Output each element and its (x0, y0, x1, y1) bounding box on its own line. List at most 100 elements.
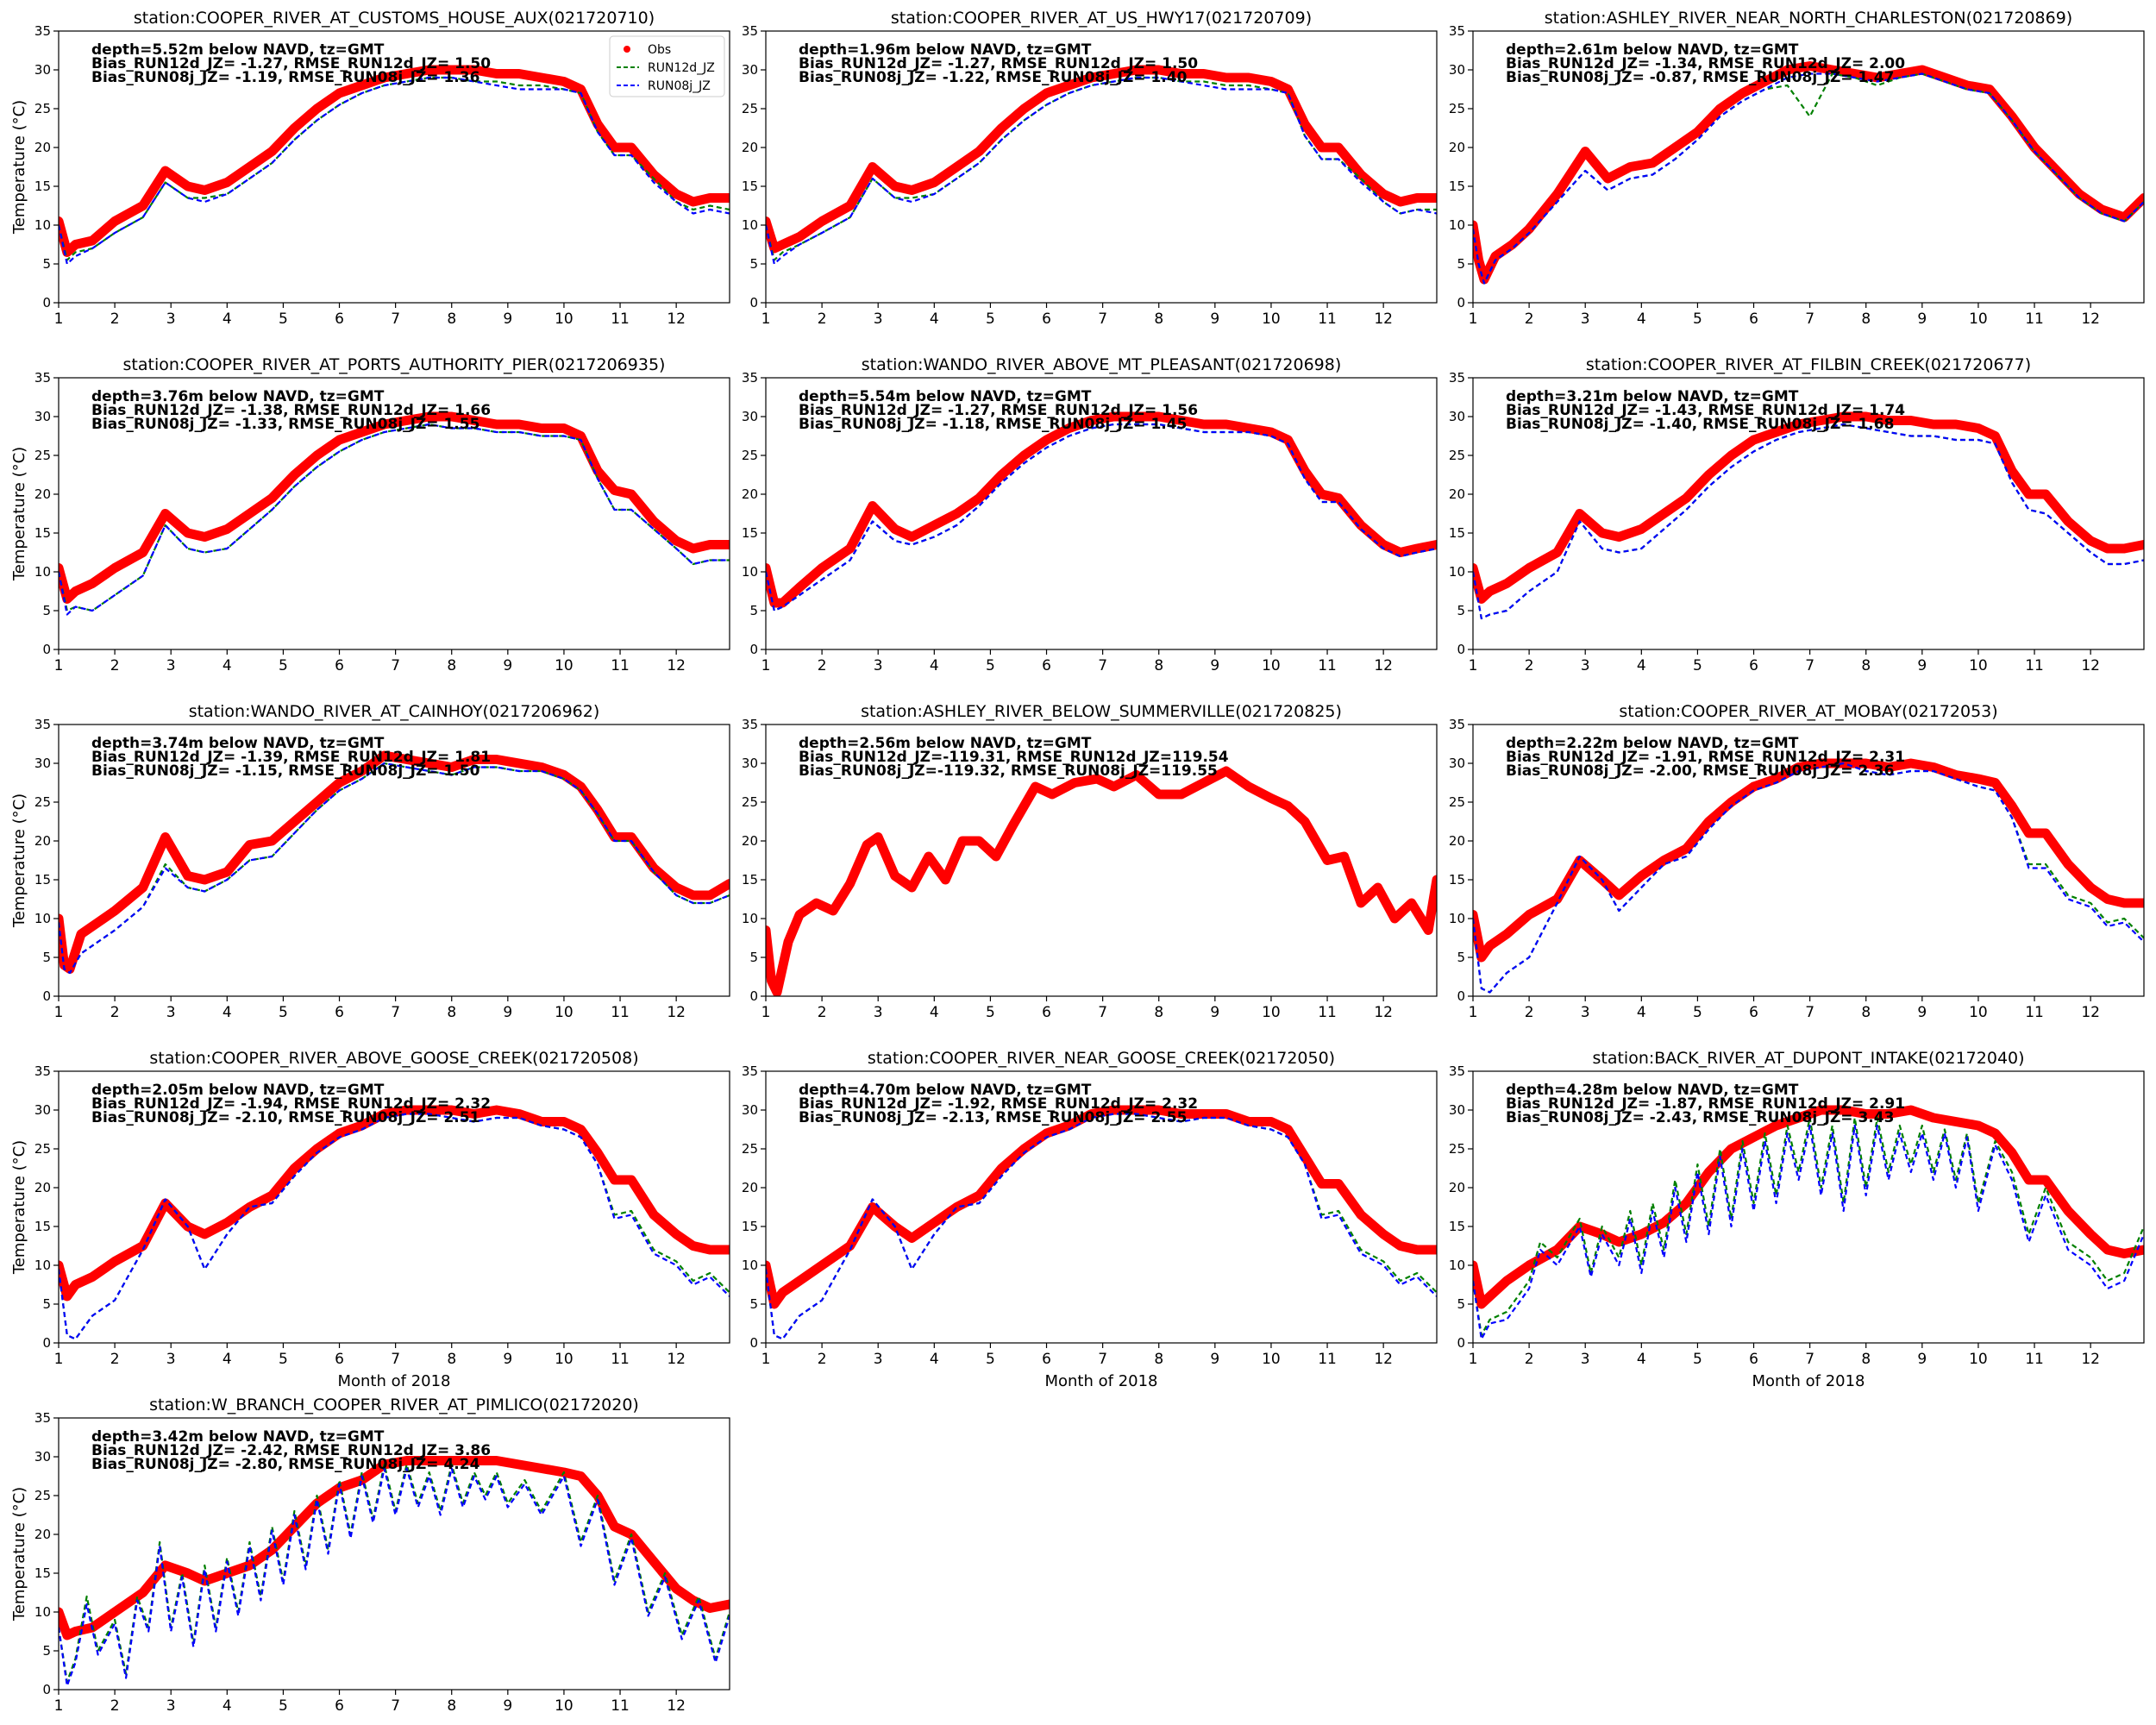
x-tick-label: 4 (1637, 657, 1646, 674)
y-tick-label: 5 (42, 1296, 51, 1312)
x-tick-label: 10 (1969, 1351, 1988, 1368)
x-tick-label: 12 (667, 657, 686, 674)
x-tick-label: 2 (1525, 1004, 1534, 1021)
y-tick-label: 30 (34, 1102, 51, 1118)
x-tick-label: 2 (110, 310, 120, 328)
axes-frame (58, 724, 730, 997)
x-tick-label: 6 (1749, 657, 1758, 674)
y-tick-label: 0 (42, 1335, 51, 1351)
x-tick-label: 8 (1154, 657, 1163, 674)
x-tick-label: 11 (611, 310, 630, 328)
x-tick-label: 8 (447, 1004, 456, 1021)
panel-8: station:ASHLEY_RIVER_BELOW_SUMMERVILLE(0… (742, 702, 1438, 1021)
x-tick-label: 10 (1262, 657, 1281, 674)
panel-13: station:W_BRANCH_COOPER_RIVER_AT_PIMLICO… (10, 1396, 730, 1715)
axes-frame (58, 377, 730, 650)
axes-frame (58, 30, 730, 304)
x-tick-label: 4 (222, 657, 232, 674)
x-tick-label: 6 (335, 1697, 344, 1715)
series-run08j (59, 1113, 730, 1340)
x-tick-label: 11 (1318, 1351, 1337, 1368)
x-tick-label: 6 (1749, 1351, 1758, 1368)
x-tick-label: 9 (1917, 1351, 1927, 1368)
x-tick-label: 12 (1374, 1004, 1393, 1021)
stats-annotation: Bias_RUN12d_JZ= -1.34, RMSE_RUN12d_JZ= 2… (1506, 55, 1905, 72)
x-tick-label: 12 (667, 310, 686, 328)
x-tick-label: 4 (930, 1004, 939, 1021)
y-tick-label: 0 (1457, 642, 1465, 657)
y-tick-label: 20 (742, 833, 758, 849)
y-tick-label: 0 (42, 642, 51, 657)
y-tick-label: 35 (1449, 717, 1465, 732)
x-axis-label: Month of 2018 (1752, 1372, 1865, 1390)
panel-title: station:ASHLEY_RIVER_NEAR_NORTH_CHARLEST… (1545, 9, 2072, 28)
x-tick-label: 7 (391, 657, 400, 674)
y-tick-label: 5 (749, 950, 758, 965)
axes-frame (1472, 724, 2145, 997)
y-tick-label: 0 (749, 988, 758, 1004)
x-tick-label: 10 (1969, 310, 1988, 328)
y-tick-label: 25 (1449, 448, 1465, 463)
x-tick-label: 8 (1861, 1004, 1871, 1021)
x-tick-label: 8 (1154, 1004, 1163, 1021)
panel-title: station:W_BRANCH_COOPER_RIVER_AT_PIMLICO… (149, 1396, 639, 1414)
axes-frame (765, 377, 1438, 650)
y-tick-label: 15 (34, 179, 51, 194)
y-tick-label: 15 (1449, 179, 1465, 194)
stats-annotation: Bias_RUN12d_JZ= -2.42, RMSE_RUN12d_JZ= 3… (91, 1442, 491, 1459)
x-tick-label: 7 (1098, 1351, 1107, 1368)
x-tick-label: 8 (1861, 310, 1871, 328)
x-tick-label: 7 (1805, 1351, 1814, 1368)
y-tick-label: 5 (1457, 256, 1465, 272)
x-tick-label: 1 (761, 1351, 771, 1368)
axes-frame (765, 30, 1438, 304)
legend-label: RUN12d_JZ (648, 61, 715, 75)
panel-3: station:ASHLEY_RIVER_NEAR_NORTH_CHARLEST… (1449, 9, 2145, 328)
x-tick-label: 11 (611, 657, 630, 674)
x-tick-label: 3 (874, 657, 883, 674)
x-tick-label: 7 (1098, 657, 1107, 674)
x-tick-label: 4 (222, 1004, 232, 1021)
y-tick-label: 5 (1457, 1296, 1465, 1312)
x-tick-label: 3 (874, 310, 883, 328)
y-tick-label: 30 (742, 756, 758, 771)
y-tick-label: 35 (742, 1063, 758, 1079)
stats-annotation: Bias_RUN12d_JZ=-119.31, RMSE_RUN12d_JZ=1… (799, 749, 1229, 766)
x-tick-label: 5 (1693, 1004, 1702, 1021)
x-tick-label: 3 (166, 1697, 176, 1715)
x-tick-label: 3 (166, 657, 176, 674)
y-axis-label: Temperature (°C) (10, 100, 28, 235)
x-tick-label: 4 (222, 310, 232, 328)
y-tick-label: 35 (34, 1410, 51, 1426)
axes-frame (765, 1070, 1438, 1344)
legend-box (609, 35, 725, 97)
x-tick-label: 5 (279, 1004, 288, 1021)
y-tick-label: 35 (742, 370, 758, 386)
x-tick-label: 12 (667, 1351, 686, 1368)
y-tick-label: 35 (742, 23, 758, 39)
x-tick-label: 10 (1262, 310, 1281, 328)
stats-annotation: Bias_RUN08j_JZ= -0.87, RMSE_RUN08j_JZ= 1… (1506, 69, 1894, 86)
panel-1: station:COOPER_RIVER_AT_CUSTOMS_HOUSE_AU… (10, 9, 730, 328)
x-tick-label: 2 (1525, 310, 1534, 328)
x-tick-label: 3 (1581, 1004, 1590, 1021)
x-tick-label: 7 (1805, 310, 1814, 328)
series-run08j (766, 76, 1437, 266)
stats-annotation: depth=3.76m below NAVD, tz=GMT (91, 388, 385, 405)
stats-annotation: Bias_RUN12d_JZ= -1.94, RMSE_RUN12d_JZ= 2… (91, 1095, 491, 1113)
panel-title: station:COOPER_RIVER_AT_CUSTOMS_HOUSE_AU… (134, 9, 655, 28)
series-obs (59, 750, 730, 974)
y-tick-label: 30 (1449, 62, 1465, 78)
stats-annotation: Bias_RUN08j_JZ= -1.33, RMSE_RUN08j_JZ= 1… (91, 416, 479, 433)
x-tick-label: 10 (1969, 1004, 1988, 1021)
y-tick-label: 5 (42, 256, 51, 272)
x-tick-label: 6 (1042, 1351, 1051, 1368)
x-tick-label: 4 (930, 657, 939, 674)
x-tick-label: 6 (335, 1004, 344, 1021)
y-tick-label: 10 (34, 1604, 51, 1620)
x-tick-label: 8 (1861, 657, 1871, 674)
y-tick-label: 5 (42, 950, 51, 965)
series-group (59, 750, 730, 975)
x-tick-label: 2 (110, 1697, 120, 1715)
x-tick-label: 11 (611, 1351, 630, 1368)
